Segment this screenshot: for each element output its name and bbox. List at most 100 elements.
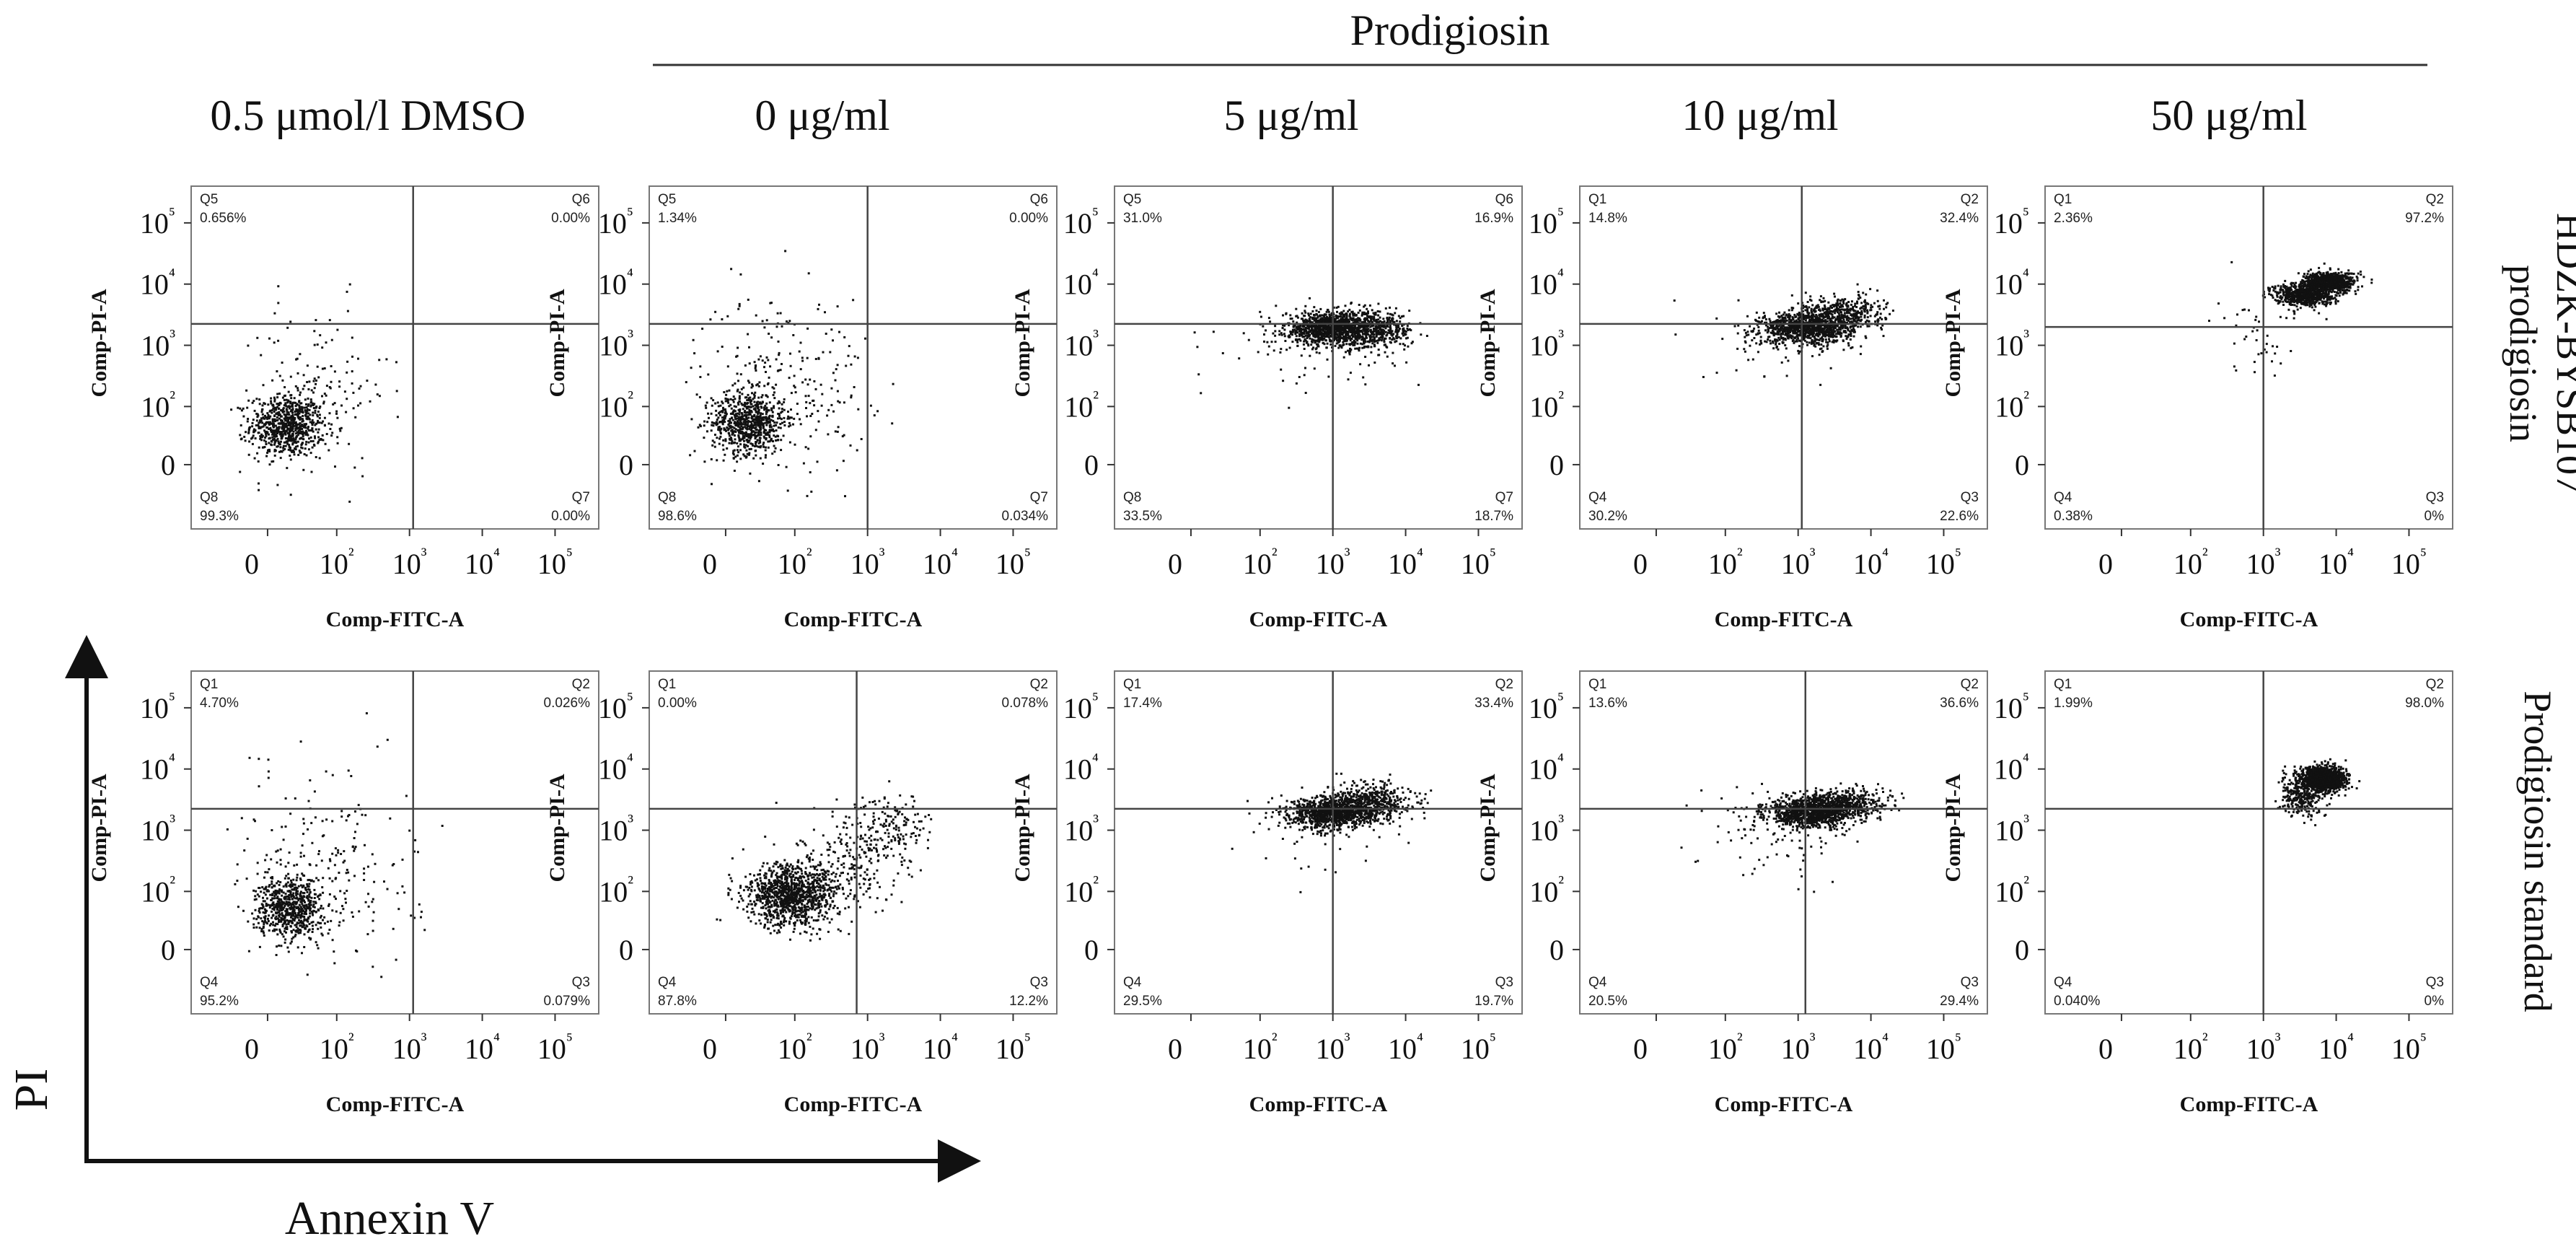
event-dot xyxy=(1806,315,1809,317)
event-dot xyxy=(776,312,779,315)
event-dot xyxy=(317,411,320,413)
event-dot xyxy=(1863,310,1866,312)
event-dot xyxy=(1365,328,1368,330)
event-dot xyxy=(770,419,773,421)
event-dot xyxy=(1814,345,1817,348)
event-dot xyxy=(295,424,298,427)
event-dot xyxy=(1865,293,1868,296)
event-dot xyxy=(1303,325,1306,328)
event-dot xyxy=(1294,330,1297,333)
event-dot xyxy=(1864,320,1867,323)
event-dot xyxy=(1348,349,1351,352)
event-dot xyxy=(296,416,299,419)
event-dot xyxy=(1366,315,1368,317)
event-dot xyxy=(778,414,781,417)
event-dot xyxy=(1814,333,1817,336)
event-dot xyxy=(748,362,751,365)
event-dot xyxy=(809,435,812,438)
event-dot xyxy=(1852,328,1855,330)
event-dot xyxy=(779,369,782,372)
event-dot xyxy=(1785,347,1788,350)
event-dot xyxy=(739,443,742,446)
event-dot xyxy=(1813,335,1816,338)
event-dot xyxy=(294,432,297,435)
event-dot xyxy=(689,454,692,457)
event-dot xyxy=(1852,305,1855,308)
event-dot xyxy=(313,377,316,380)
event-dot xyxy=(315,406,317,409)
event-dot xyxy=(1814,337,1816,340)
event-dot xyxy=(286,408,289,411)
event-dot xyxy=(359,385,362,387)
event-dot xyxy=(1357,317,1360,320)
event-dot xyxy=(850,363,853,366)
event-dot xyxy=(1772,347,1775,350)
event-dot xyxy=(1370,346,1373,349)
event-dot xyxy=(1391,317,1394,320)
event-dot xyxy=(1772,323,1775,326)
event-dot xyxy=(291,443,294,446)
event-dot xyxy=(281,436,283,438)
event-dot xyxy=(805,400,808,403)
event-dot xyxy=(1833,292,1836,295)
event-dot xyxy=(1406,327,1409,330)
event-dot xyxy=(351,370,353,373)
event-dot xyxy=(318,439,321,442)
event-dot xyxy=(282,407,285,410)
event-dot xyxy=(1847,329,1850,332)
event-dot xyxy=(759,429,762,432)
event-dot xyxy=(294,445,297,448)
event-dot xyxy=(722,459,725,462)
event-dot xyxy=(758,439,761,442)
event-dot xyxy=(721,402,724,405)
event-dot xyxy=(1852,325,1854,328)
event-dot xyxy=(1836,325,1839,328)
event-dot xyxy=(1367,330,1370,333)
event-dot xyxy=(1828,326,1831,329)
event-dot xyxy=(1817,338,1820,341)
event-dot xyxy=(1782,321,1785,324)
event-dot xyxy=(775,429,778,432)
event-dot xyxy=(1773,320,1776,323)
event-dot xyxy=(762,422,765,425)
event-dot xyxy=(1810,315,1813,317)
event-dot xyxy=(744,426,747,429)
event-dot xyxy=(278,413,281,416)
event-dot xyxy=(1335,330,1338,332)
event-dot xyxy=(736,372,739,375)
event-dot xyxy=(306,416,309,419)
event-dot xyxy=(325,394,328,397)
event-dot xyxy=(1811,355,1814,358)
event-dot xyxy=(294,424,296,427)
event-dot xyxy=(1768,317,1771,320)
event-dot xyxy=(1854,302,1857,305)
quadrant-percent: 33.5% xyxy=(1123,509,1162,524)
event-dot xyxy=(290,408,293,411)
event-dot xyxy=(251,442,254,445)
event-dot xyxy=(1808,298,1811,301)
event-dot xyxy=(1806,301,1809,303)
plot-frame xyxy=(1114,185,1523,530)
event-dot xyxy=(1768,327,1771,330)
event-dot xyxy=(312,380,315,382)
event-dot xyxy=(727,401,730,404)
event-dot xyxy=(748,408,751,411)
event-dot xyxy=(361,475,364,478)
event-dot xyxy=(293,453,296,456)
event-dot xyxy=(1288,406,1291,409)
event-dot xyxy=(1879,316,1881,319)
event-dot xyxy=(1792,318,1795,321)
event-dot xyxy=(1391,320,1394,323)
event-dot xyxy=(1803,316,1806,319)
event-dot xyxy=(1325,310,1328,313)
event-dot xyxy=(1785,314,1788,317)
event-dot xyxy=(286,420,289,423)
event-dot xyxy=(731,452,734,455)
event-dot xyxy=(316,413,319,416)
event-dot xyxy=(1813,325,1816,328)
event-dot xyxy=(1345,317,1348,320)
event-dot xyxy=(716,350,719,353)
event-dot xyxy=(1327,317,1329,320)
event-dot xyxy=(1814,307,1817,310)
event-dot xyxy=(698,424,701,426)
